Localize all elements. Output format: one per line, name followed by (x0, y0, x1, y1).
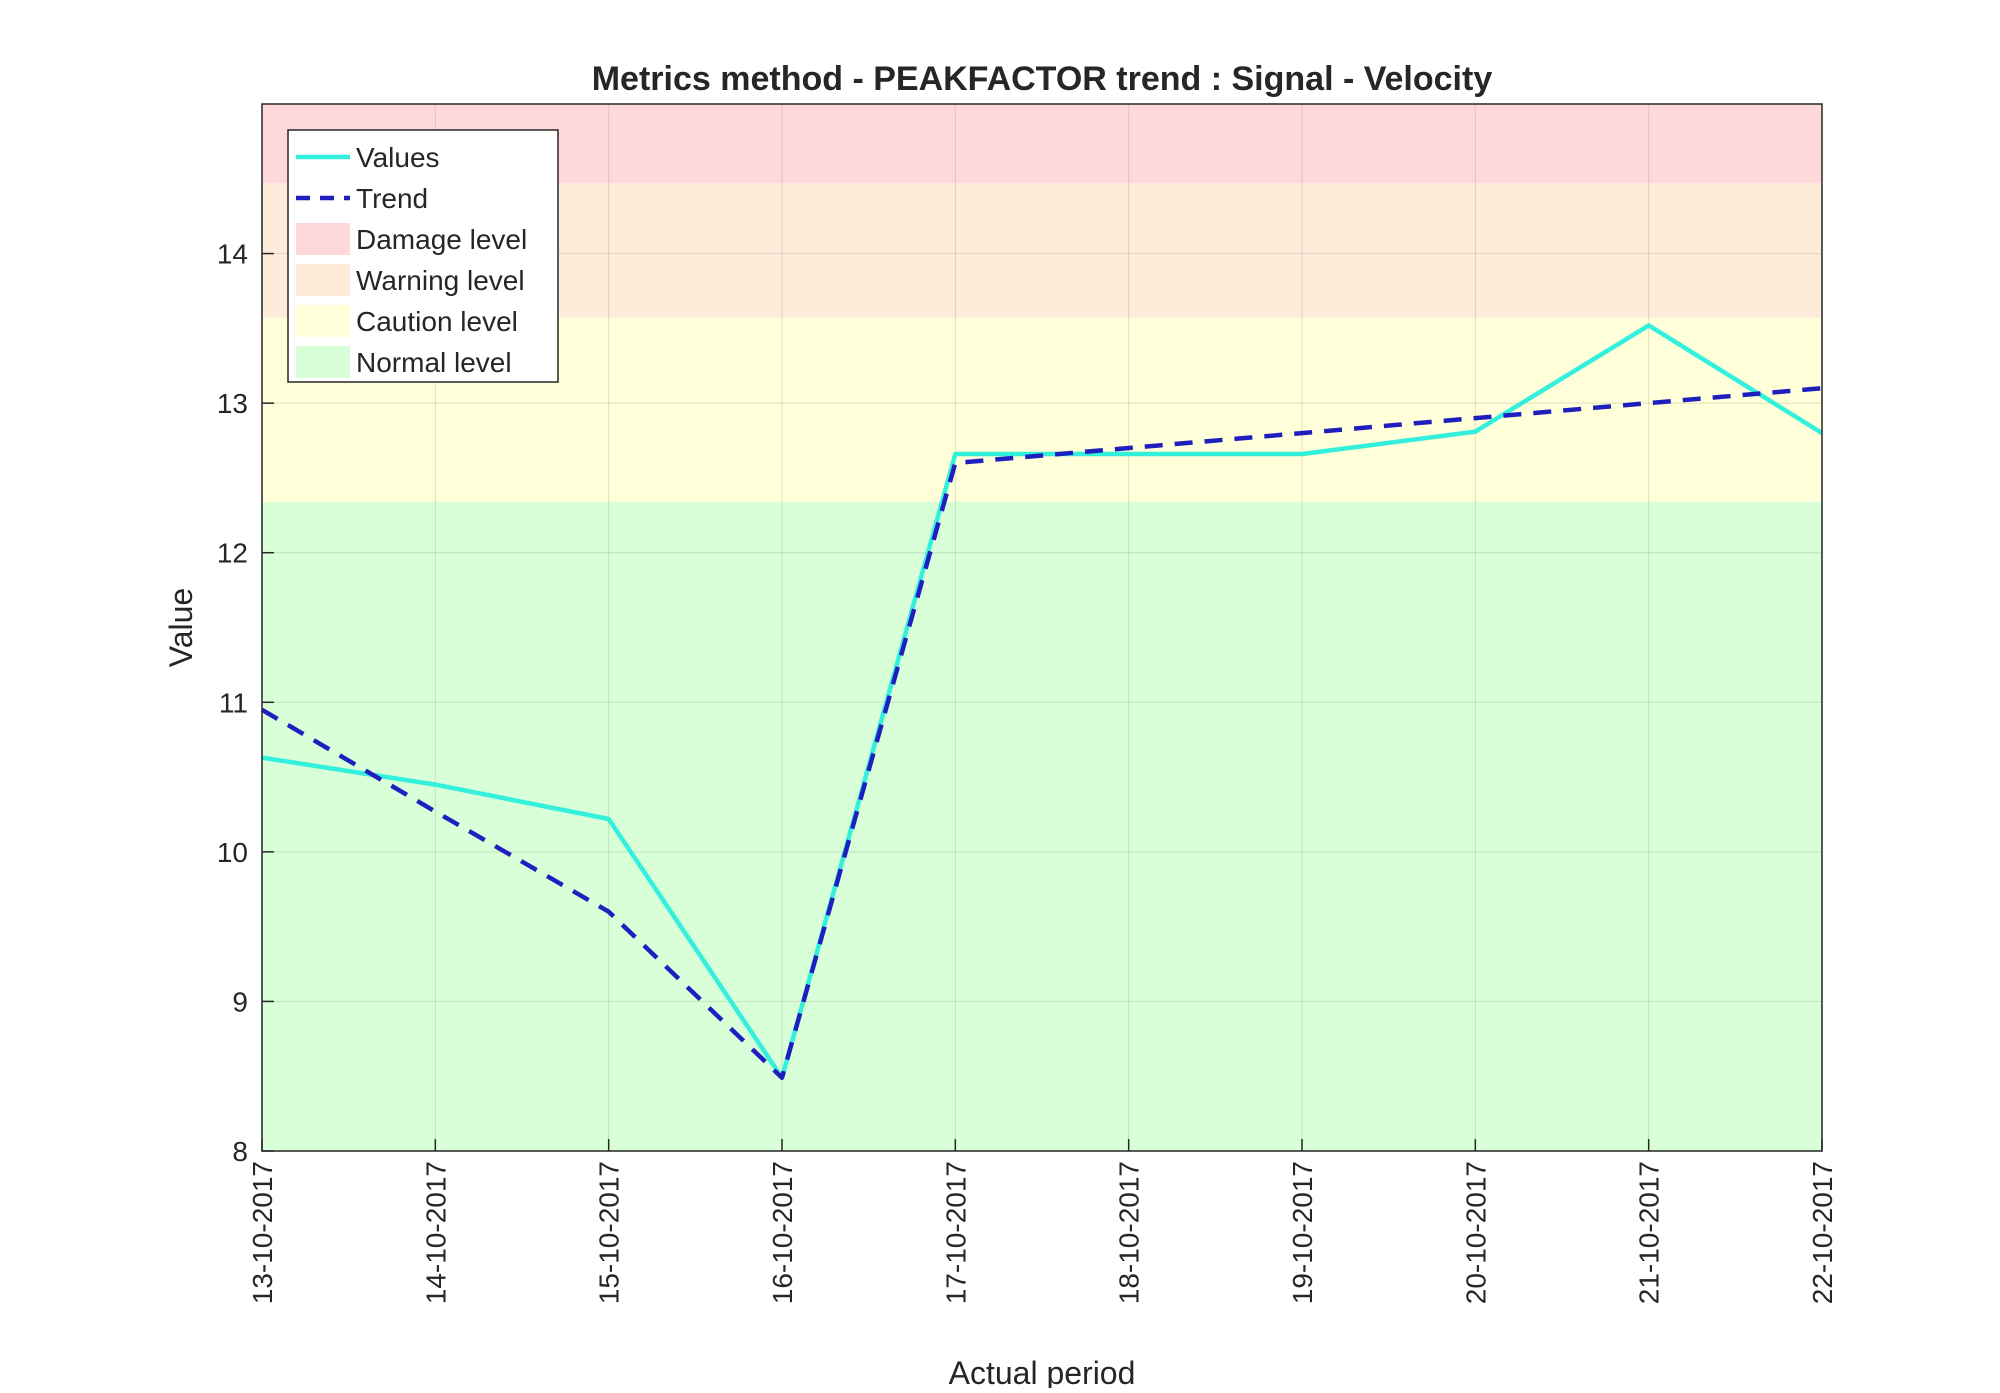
y-tick-label: 8 (232, 1136, 248, 1167)
legend-swatch-band (296, 223, 350, 255)
legend-label: Values (356, 142, 440, 173)
legend-label: Warning level (356, 265, 525, 296)
legend-box (287, 129, 559, 383)
x-tick-label: 22-10-2017 (1807, 1161, 1838, 1304)
y-tick-label: 11 (219, 687, 248, 718)
legend-label: Damage level (356, 224, 527, 255)
x-tick-label: 20-10-2017 (1460, 1161, 1491, 1304)
legend-label: Normal level (356, 347, 512, 378)
x-tick-label: 18-10-2017 (1114, 1161, 1145, 1304)
x-tick-label: 13-10-2017 (247, 1161, 278, 1304)
x-tick-label: 21-10-2017 (1634, 1161, 1665, 1304)
level-bands (262, 104, 1822, 1151)
legend-label: Trend (356, 183, 428, 214)
y-tick-label: 14 (217, 239, 248, 270)
x-tick-label: 16-10-2017 (767, 1161, 798, 1304)
y-tick-label: 10 (217, 837, 248, 868)
series-lines (260, 323, 1824, 1080)
y-tick-label: 13 (217, 388, 248, 419)
legend: Values Trend Damage level Warning level Caut… (287, 129, 559, 383)
axis-ticks: 8 9 10 11 12 13 14 13-10-2017 14-10-2017 15-10-20… (217, 239, 1838, 1305)
band-normal-level (262, 501, 1822, 1151)
plot-frame (261, 103, 1823, 1152)
x-axis-label: Actual period (949, 1355, 1136, 1388)
x-tick-label: 14-10-2017 (420, 1161, 451, 1304)
series-line-trend (260, 385, 1823, 1080)
legend-label: Caution level (356, 306, 518, 337)
y-axis-label: Value (163, 588, 199, 667)
y-tick-label: 12 (217, 538, 248, 569)
x-tick-label: 17-10-2017 (940, 1161, 971, 1304)
legend-swatch-band (296, 305, 350, 337)
legend-swatch-band (296, 346, 350, 378)
legend-swatch-band (296, 264, 350, 296)
x-tick-label: 19-10-2017 (1287, 1161, 1318, 1304)
x-tick-label: 15-10-2017 (594, 1161, 625, 1304)
chart-title: Metrics method - PEAKFACTOR trend : Sign… (592, 60, 1493, 98)
y-tick-label: 9 (232, 986, 248, 1017)
